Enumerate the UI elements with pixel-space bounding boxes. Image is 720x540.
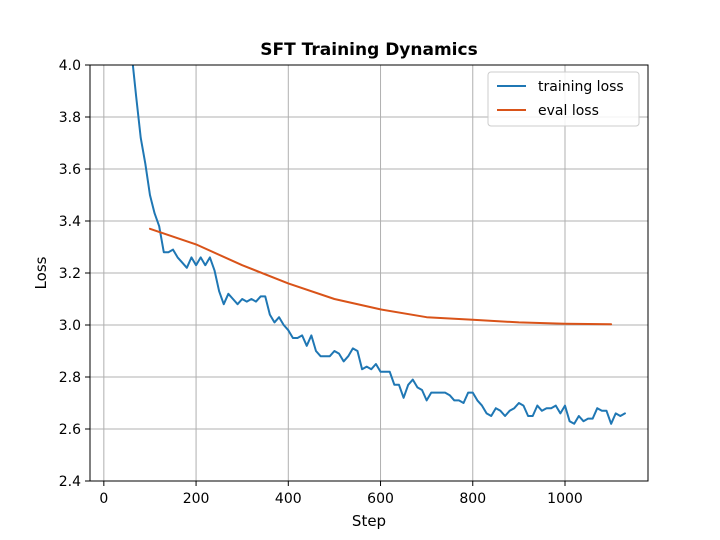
x-tick-label: 200 [183,491,210,507]
series-layer [131,65,626,425]
chart-title: SFT Training Dynamics [260,40,477,60]
y-tick-label: 3.0 [59,318,81,334]
x-tick-label: 0 [99,491,108,507]
x-tick-label: 400 [275,491,302,507]
y-tick-label: 4.0 [59,58,81,74]
y-tick-label: 3.4 [59,214,81,230]
x-axis-label: Step [352,512,386,530]
legend: training loss eval loss [487,71,640,127]
ticks: 0 200 400 600 800 1000 2.4 2.6 2.8 3.0 3.2 3.4 3.6 3.… [59,58,583,507]
legend-label-training-loss: training loss [538,79,624,95]
x-tick-label: 600 [367,491,394,507]
y-tick-label: 2.6 [59,422,81,438]
y-tick-label: 3.8 [59,110,81,126]
eval-loss-line [148,227,613,326]
legend-label-eval-loss: eval loss [538,103,599,119]
x-tick-label: 800 [459,491,486,507]
y-axis-label: Loss [32,256,50,289]
y-tick-label: 2.4 [59,474,81,490]
training-loss-line [131,65,626,425]
x-tick-label: 1000 [547,491,583,507]
y-tick-label: 3.2 [59,266,81,282]
y-tick-label: 3.6 [59,162,81,178]
y-tick-label: 2.8 [59,370,81,386]
